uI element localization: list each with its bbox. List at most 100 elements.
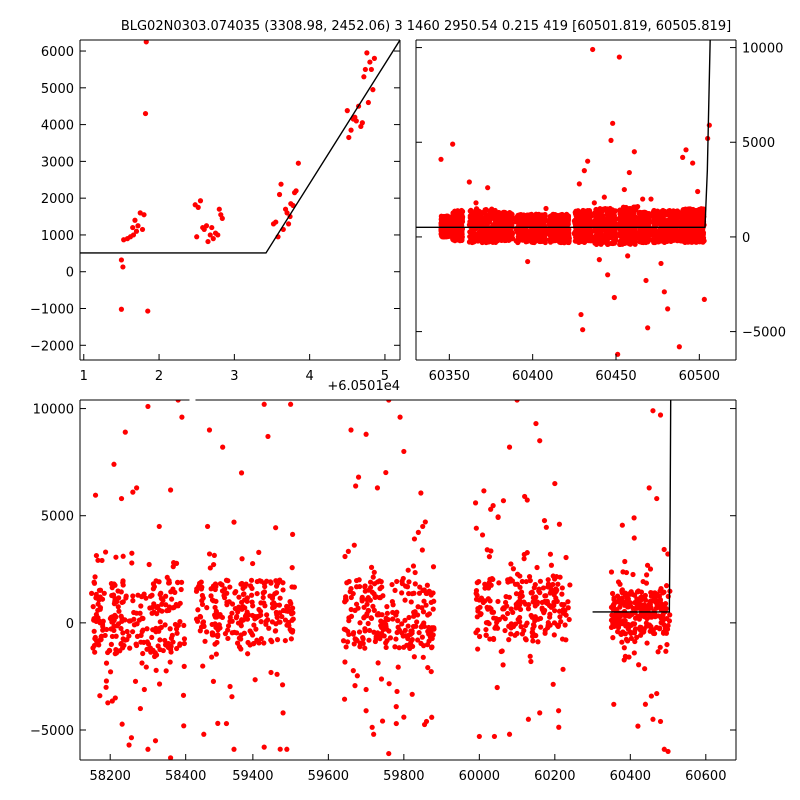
data-point (91, 628, 97, 634)
data-point (252, 613, 258, 620)
data-point (500, 662, 506, 668)
data-point (363, 613, 370, 619)
data-point (668, 213, 674, 219)
data-point (701, 296, 707, 303)
data-point (473, 525, 479, 531)
data-point (378, 624, 385, 631)
data-point (557, 614, 563, 620)
data-point (530, 237, 537, 243)
data-point (416, 630, 422, 636)
data-point (245, 651, 251, 657)
data-point (371, 581, 378, 587)
data-point (548, 230, 554, 236)
data-point (357, 640, 363, 646)
data-point (272, 628, 279, 634)
data-point (397, 414, 403, 420)
data-point (574, 218, 581, 225)
x-tick-label: 60600 (685, 769, 726, 784)
data-point (137, 705, 143, 712)
data-point (643, 277, 649, 284)
data-point (658, 620, 664, 626)
data-point (204, 605, 210, 611)
data-point (500, 498, 507, 504)
data-point (145, 641, 152, 647)
data-point (599, 207, 605, 213)
data-point (363, 708, 369, 714)
data-point (533, 420, 539, 427)
data-point (643, 580, 650, 586)
data-point (164, 608, 170, 614)
data-point (635, 204, 641, 210)
data-point (537, 590, 543, 596)
data-point (505, 577, 511, 583)
data-point (610, 226, 616, 233)
data-point (155, 603, 161, 610)
data-point (371, 55, 377, 61)
data-point (229, 694, 235, 700)
data-point (175, 400, 181, 403)
data-point (148, 649, 154, 655)
data-point (631, 650, 637, 656)
data-point (283, 608, 289, 614)
data-point (401, 448, 407, 455)
data-point (690, 160, 696, 166)
data-point (428, 668, 434, 675)
data-point (371, 629, 377, 635)
data-point (348, 427, 354, 433)
data-point (624, 638, 631, 644)
data-point (586, 214, 593, 220)
x-tick-label: 60500 (679, 369, 720, 384)
data-point (277, 595, 283, 601)
y-tick-label: −5000 (30, 724, 74, 739)
data-point (166, 580, 172, 586)
data-point (250, 641, 256, 647)
data-point (525, 716, 532, 722)
data-point (530, 622, 537, 628)
data-point (418, 490, 424, 496)
data-point (539, 232, 545, 238)
data-point (395, 618, 401, 624)
data-point (525, 217, 531, 223)
data-point (159, 601, 165, 607)
data-point (405, 623, 411, 629)
data-point (507, 221, 513, 227)
y-tick-label: 0 (66, 617, 74, 632)
data-point (537, 710, 543, 716)
data-point (284, 746, 290, 752)
data-point (406, 590, 412, 597)
data-point (154, 611, 160, 617)
data-point (650, 716, 656, 722)
data-point (423, 590, 429, 597)
data-point (207, 232, 213, 238)
data-point (141, 212, 147, 218)
data-point (456, 230, 462, 236)
data-point (416, 590, 423, 596)
data-point (261, 580, 268, 587)
data-point (690, 206, 696, 213)
data-point (501, 605, 507, 611)
data-point (227, 614, 233, 620)
data-point (489, 609, 495, 615)
data-point (399, 590, 405, 596)
data-point (474, 614, 480, 620)
data-point (565, 233, 571, 239)
data-point (115, 588, 121, 594)
data-point (373, 634, 379, 640)
data-point (630, 571, 636, 578)
data-point (629, 229, 635, 235)
data-point (526, 574, 533, 580)
data-point (552, 230, 558, 237)
data-point (118, 306, 125, 312)
data-point (106, 647, 112, 653)
data-point (478, 227, 484, 233)
data-point (153, 578, 159, 584)
data-point (662, 601, 669, 607)
data-point (220, 444, 226, 450)
data-point (118, 495, 125, 502)
data-point (389, 581, 395, 588)
data-point (528, 612, 534, 619)
data-point (612, 238, 618, 244)
data-point (211, 561, 217, 568)
data-point (282, 617, 289, 623)
data-point (132, 678, 139, 684)
